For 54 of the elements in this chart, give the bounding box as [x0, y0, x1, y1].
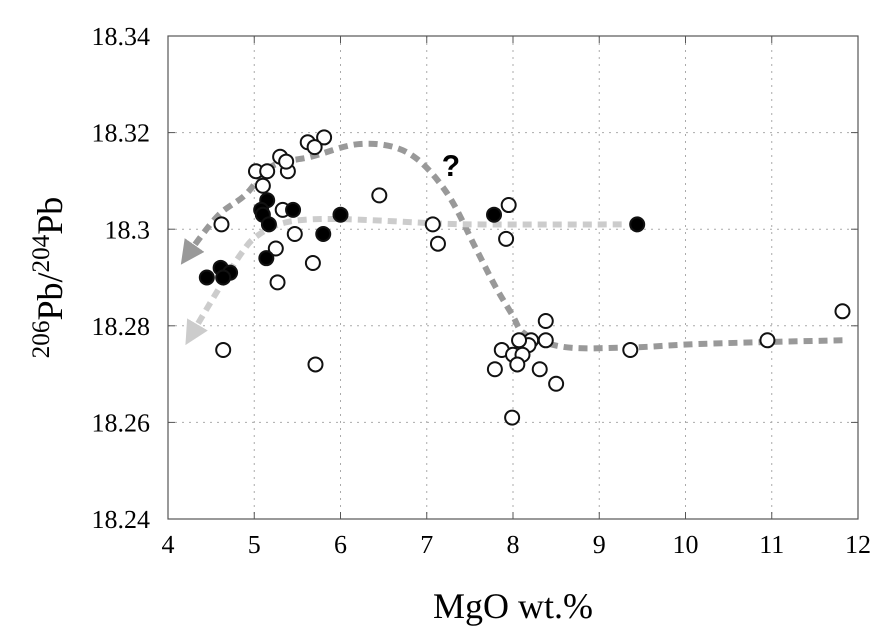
point: [306, 139, 323, 156]
point: [548, 376, 564, 392]
point: [622, 342, 638, 358]
point: [254, 178, 271, 194]
y-tick-label: 18.28: [92, 312, 150, 341]
point: [538, 332, 554, 348]
point: [500, 197, 517, 214]
point: [532, 361, 548, 378]
point: [213, 216, 230, 232]
point: [486, 206, 502, 223]
point: [629, 216, 646, 232]
y-tick-label: 18.24: [92, 505, 150, 534]
x-tick-label: 11: [759, 530, 784, 559]
point: [215, 270, 232, 286]
point: [198, 270, 215, 286]
point: [259, 163, 276, 180]
point: [285, 202, 302, 218]
point: [258, 250, 274, 266]
point: [332, 206, 348, 223]
x-tick-label: 5: [248, 530, 261, 559]
y-tick-label: 18.32: [92, 118, 150, 148]
x-tick-label: 12: [845, 530, 871, 559]
point: [759, 332, 776, 348]
point: [286, 226, 303, 242]
x-tick-label: 7: [420, 530, 434, 559]
point: [307, 356, 324, 372]
point: [834, 303, 850, 320]
point: [371, 187, 388, 204]
point: [260, 216, 277, 232]
x-tick-label: 10: [672, 530, 698, 559]
x-tick-label: 6: [334, 530, 347, 559]
y-tick-label: 18.3: [104, 215, 150, 244]
point: [268, 240, 284, 257]
point: [504, 410, 520, 426]
point: [215, 342, 232, 358]
point: [304, 255, 321, 272]
point: [315, 226, 332, 242]
y-tick-label: 18.26: [92, 408, 150, 438]
point: [424, 216, 441, 232]
point: [316, 129, 332, 146]
x-tick-label: 4: [162, 530, 174, 559]
point: [270, 274, 286, 290]
annotation: ?: [442, 150, 460, 184]
x-axis-title: MgO wt.%: [433, 586, 593, 626]
point: [511, 332, 528, 348]
y-tick-label: 18.34: [92, 22, 150, 52]
point: [278, 154, 294, 170]
x-tick-label: 9: [592, 530, 606, 559]
point: [509, 356, 526, 372]
point: [498, 230, 514, 247]
x-tick-label: 8: [506, 530, 520, 559]
point: [486, 361, 503, 378]
point: [430, 236, 446, 252]
point: [538, 312, 554, 329]
